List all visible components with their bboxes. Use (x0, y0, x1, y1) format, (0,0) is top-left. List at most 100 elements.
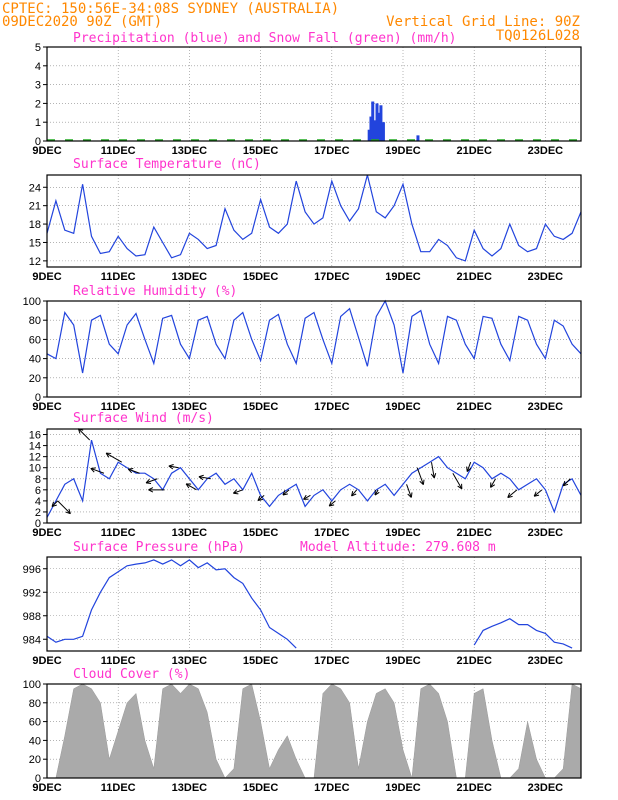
wind-arrow-head (507, 495, 513, 499)
wind-arrow (105, 452, 123, 463)
wind-frame (46, 428, 582, 524)
temperature-frame (46, 174, 582, 268)
wind-arrow-head (128, 468, 134, 470)
x-tick-label: 11DEC (101, 401, 136, 413)
y-tick-label: 992 (23, 587, 41, 599)
wind-arrow-head (198, 474, 204, 478)
wind-arrow (57, 500, 71, 514)
x-tick-label: 11DEC (101, 527, 136, 539)
wind-arrow-head (410, 492, 413, 498)
x-tick-label: 17DEC (314, 655, 350, 667)
wind-arrow-head (507, 492, 511, 498)
wind-arrow (78, 428, 91, 441)
temperature-line (46, 174, 582, 262)
wind-arrow (303, 494, 311, 500)
wind-arrow (128, 468, 140, 474)
wind-arrow (168, 465, 179, 469)
y-tick-label: 8 (35, 474, 41, 486)
y-tick-label: 3 (35, 80, 41, 92)
precip-bar (377, 112, 381, 141)
wind-arrow-head (257, 495, 261, 501)
humidity-line (46, 299, 582, 374)
wind-arrow (507, 489, 518, 498)
wind-arrow-head (533, 491, 537, 497)
wind-arrow-head (282, 493, 288, 496)
x-tick-label: 21DEC (456, 655, 492, 667)
wind-arrow-head (490, 484, 496, 488)
y-tick-label: 6 (35, 485, 41, 497)
y-tick-label: 40 (29, 354, 41, 366)
wind-arrow-head (198, 476, 204, 481)
wind-arrow-head (328, 501, 332, 507)
wind-arrow-head (257, 498, 264, 501)
y-tick-label: 0 (35, 773, 41, 785)
wind-arrow-head (422, 479, 425, 485)
y-tick-label: 20 (29, 373, 41, 385)
y-tick-label: 80 (29, 698, 41, 710)
wind-arrow-head (282, 490, 286, 496)
wind-arrow-head (127, 468, 133, 474)
x-tick-label: 9DEC (32, 401, 61, 413)
y-tick-label: 60 (29, 717, 41, 729)
x-tick-label: 13DEC (172, 655, 208, 667)
wind-arrow-head (233, 492, 239, 495)
y-tick-label: 4 (35, 61, 41, 73)
pressure-panel: Surface Pressure (hPa) Model Altitude: 27… (23, 540, 582, 667)
wind-arrow (185, 483, 197, 491)
wind-arrow (466, 462, 472, 472)
precip-bar (369, 116, 373, 141)
wind-arrow-head (90, 467, 96, 469)
wind-arrow-head (466, 467, 472, 472)
wind-arrow-head (419, 480, 424, 485)
y-tick-label: 0 (35, 392, 41, 404)
cloud-frame (46, 683, 582, 779)
x-tick-label: 15DEC (243, 527, 279, 539)
y-tick-label: 2 (35, 507, 41, 519)
precip-bar (371, 101, 375, 141)
x-tick-label: 11DEC (101, 782, 136, 794)
x-tick-label: 23DEC (528, 782, 564, 794)
wind-arrow-head (457, 485, 463, 490)
y-tick-label: 16 (29, 430, 41, 442)
x-tick-label: 15DEC (243, 782, 279, 794)
y-tick-label: 24 (29, 182, 41, 194)
cloud-title: Cloud Cover (%) (73, 667, 190, 682)
wind-arrow (198, 476, 211, 480)
wind-arrow-head (329, 504, 335, 507)
x-tick-label: 23DEC (528, 655, 564, 667)
y-tick-label: 15 (29, 237, 41, 249)
y-tick-label: 21 (29, 201, 41, 213)
x-tick-label: 11DEC (101, 655, 136, 667)
x-tick-label: 15DEC (243, 655, 279, 667)
x-tick-label: 19DEC (385, 145, 421, 157)
x-tick-label: 15DEC (243, 401, 279, 413)
y-tick-label: 1 (35, 117, 41, 129)
x-tick-label: 17DEC (314, 145, 350, 157)
date-header: 09DEC2020 90Z (GMT) (2, 14, 162, 30)
temperature-panel: Surface Temperature (nC) 12 15 18 21 24 9DEC 11… (29, 157, 582, 283)
wind-arrow-head (90, 468, 95, 473)
x-tick-label: 15DEC (243, 145, 279, 157)
wind-arrow (430, 462, 435, 479)
y-tick-label: 60 (29, 334, 41, 346)
x-tick-label: 21DEC (456, 527, 492, 539)
x-tick-label: 19DEC (385, 782, 421, 794)
humidity-title: Relative Humidity (%) (73, 284, 237, 299)
wind-arrow-head (145, 478, 150, 484)
x-tick-label: 21DEC (456, 271, 492, 283)
wind-arrow-head (233, 489, 238, 494)
wind-arrow-head (148, 489, 154, 493)
y-tick-label: 12 (29, 256, 41, 268)
y-tick-label: 5 (35, 42, 41, 54)
precip-bar (416, 135, 420, 141)
y-tick-label: 100 (23, 679, 41, 691)
x-tick-label: 23DEC (528, 271, 564, 283)
x-tick-label: 13DEC (172, 527, 208, 539)
wind-arrow-head (563, 483, 569, 487)
wind-line (46, 439, 582, 518)
precip-title: Precipitation (blue) and Snow Fall (gree… (73, 31, 457, 46)
wind-arrow-head (433, 473, 437, 479)
wind-arrow (351, 489, 358, 497)
wind-arrow-head (351, 493, 357, 497)
